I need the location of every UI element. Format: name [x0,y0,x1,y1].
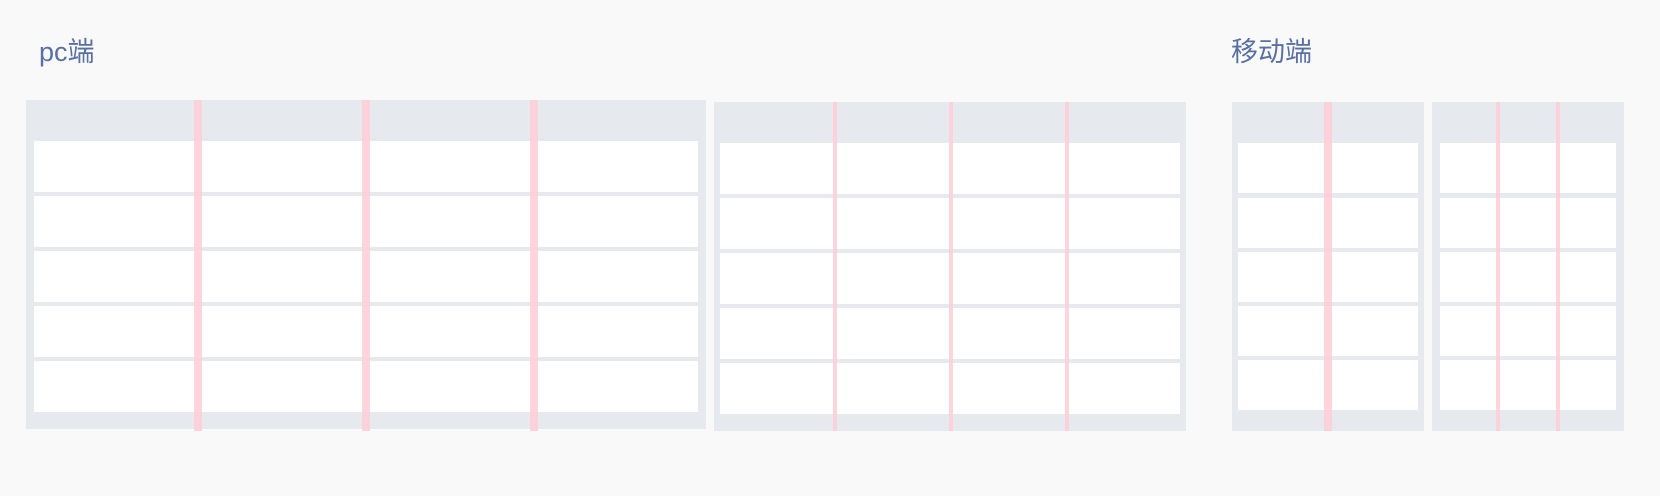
column-gutter [1556,102,1560,431]
column-gutter [1065,102,1069,431]
column-gutter [1496,102,1500,431]
mobile-grid-three-columns-panel [1432,102,1624,431]
pc-section-title: pc端 [39,37,95,67]
pc-grid-narrow-gutter-panel [714,102,1186,431]
pc-grid-wide-gutter-panel [26,100,706,431]
mobile-grid-two-columns-panel [1232,102,1424,431]
mobile-section-title: 移动端 [1231,37,1312,67]
column-gutter [949,102,953,431]
grid-row [1440,198,1616,248]
grid-row [1440,143,1616,193]
grid-row [1440,252,1616,302]
grid-row [1440,306,1616,356]
column-gutter [362,100,370,431]
column-gutter [833,102,837,431]
grid-row [1440,360,1616,410]
column-gutter [194,100,202,431]
column-gutter [530,100,538,431]
column-gutter [1324,102,1332,431]
